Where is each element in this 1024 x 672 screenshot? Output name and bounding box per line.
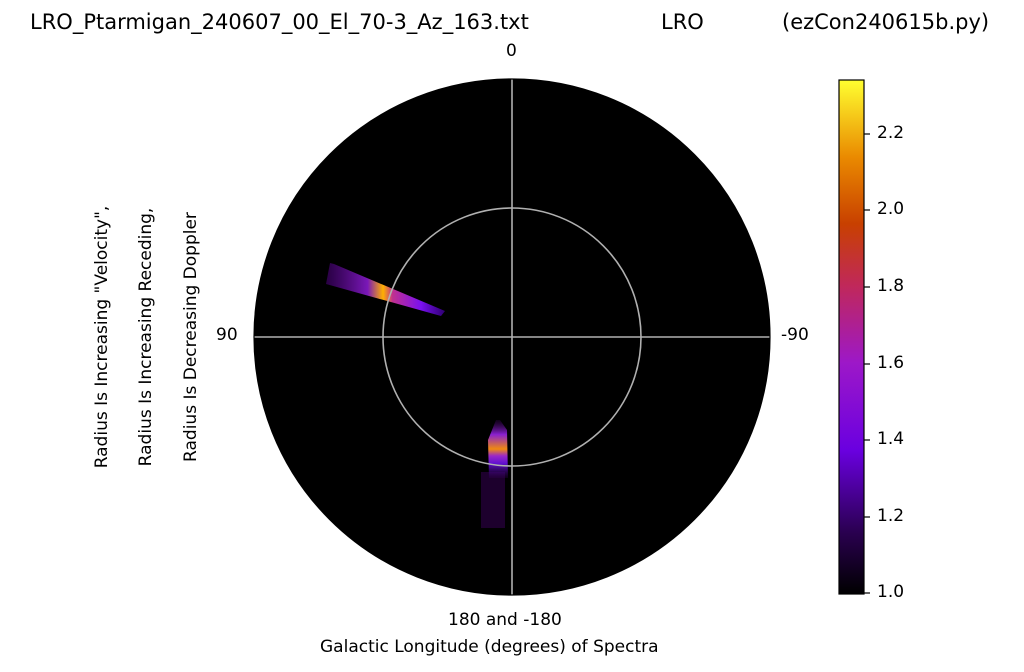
colorbar-tick-1-2: 1.2 [877, 506, 905, 526]
theta-tick-left: 90 [216, 325, 238, 345]
theta-tick-right: -90 [781, 325, 809, 345]
colorbar-tick-1-6: 1.6 [877, 353, 905, 373]
colorbar-ticks [864, 133, 870, 594]
program-title: (ezCon240615b.py) [782, 10, 990, 34]
theta-tick-bottom: 180 and -180 [448, 610, 562, 630]
colorbar-tick-2-2: 2.2 [877, 123, 905, 143]
colorbar-tick-1-0: 1.0 [877, 582, 905, 602]
colorbar-tick-1-4: 1.4 [877, 429, 905, 449]
streak-bottom-faint [481, 472, 505, 528]
polar-outline [253, 78, 771, 596]
x-axis-label: Galactic Longitude (degrees) of Spectra [320, 637, 659, 657]
colorbar-tick-2-0: 2.0 [877, 199, 905, 219]
streak-bottom [488, 420, 508, 478]
colorbar [838, 79, 865, 595]
colorbar-tick-1-8: 1.8 [877, 276, 905, 296]
streak-upper-left [326, 263, 445, 316]
theta-tick-top: 0 [506, 41, 517, 61]
station-title: LRO [661, 10, 704, 34]
file-title: LRO_Ptarmigan_240607_00_El_70-3_Az_163.t… [30, 10, 529, 34]
